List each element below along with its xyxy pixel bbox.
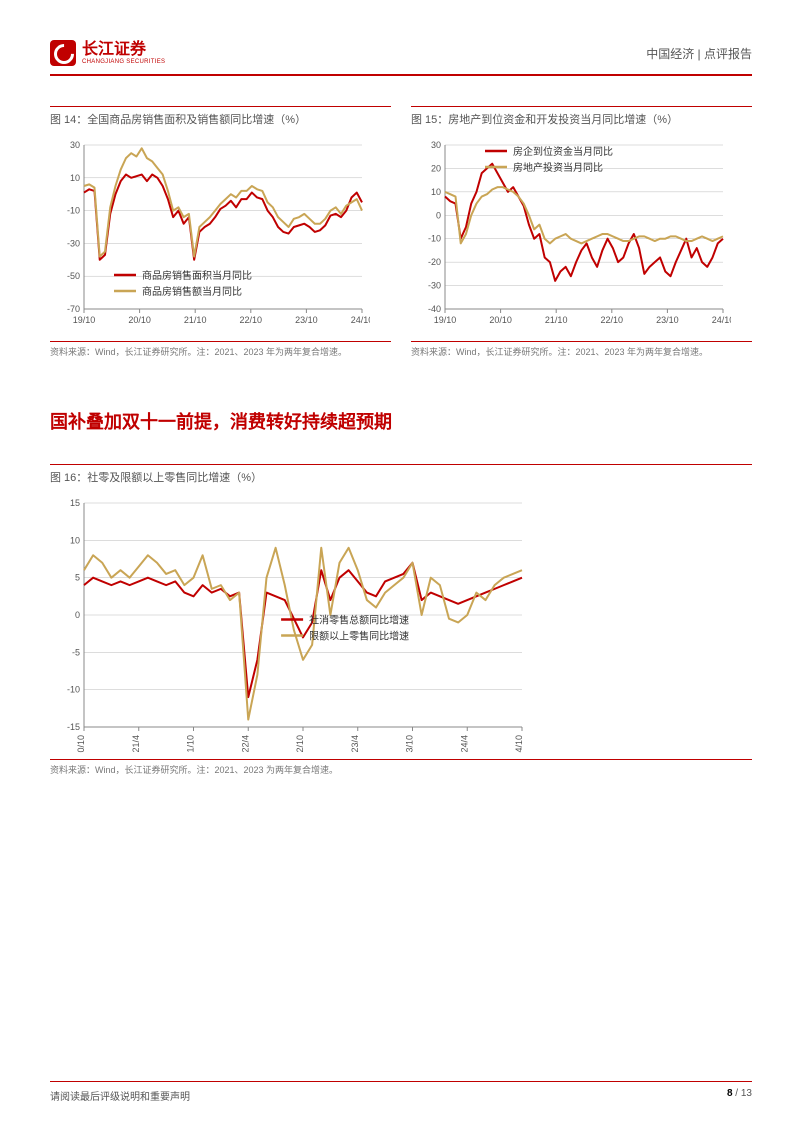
svg-text:-50: -50 — [67, 271, 80, 281]
chart-15-canvas: -40 -30 -20 -10 0 10 20 30 19/10 20/10 21/10 22/10 2… — [411, 135, 752, 335]
logo-text-cn: 长江证券 — [82, 41, 165, 59]
svg-text:20/10: 20/10 — [128, 315, 151, 325]
footer: 请阅读最后评级说明和重要声明 8 / 13 — [50, 1081, 752, 1103]
svg-text:19/10: 19/10 — [73, 315, 96, 325]
chart-14-title: 图 14：全国商品房销售面积及销售额同比增速（%） — [50, 106, 391, 127]
svg-text:24/10: 24/10 — [712, 315, 731, 325]
footer-disclaimer: 请阅读最后评级说明和重要声明 — [50, 1088, 190, 1103]
svg-text:21/10: 21/10 — [186, 735, 196, 753]
svg-text:商品房销售面积当月同比: 商品房销售面积当月同比 — [142, 269, 252, 282]
svg-text:0: 0 — [75, 610, 80, 620]
svg-text:房企到位资金当月同比: 房企到位资金当月同比 — [513, 145, 613, 158]
chart-14-canvas: -70 -50 -30 -10 10 30 19/10 20/10 21/10 22/10 23/1… — [50, 135, 391, 335]
svg-text:22/10: 22/10 — [601, 315, 624, 325]
svg-text:-10: -10 — [67, 685, 80, 695]
svg-text:22/10: 22/10 — [295, 735, 305, 753]
svg-text:22/10: 22/10 — [240, 315, 263, 325]
chart-15: 图 15：房地产到位资金和开发投资当月同比增速（%） -40 -30 -20 -10 0… — [411, 106, 752, 358]
svg-text:10: 10 — [70, 535, 80, 545]
svg-text:23/10: 23/10 — [656, 315, 679, 325]
chart-14-source: 资料来源：Wind，长江证券研究所。注：2021、2023 年为两年复合增速。 — [50, 341, 391, 358]
svg-text:30: 30 — [70, 140, 80, 150]
svg-text:21/10: 21/10 — [545, 315, 568, 325]
svg-text:21/4: 21/4 — [131, 735, 141, 753]
logo-icon — [50, 40, 76, 66]
logo: 长江证券 CHANGJIANG SECURITIES — [50, 40, 165, 66]
logo-text-en: CHANGJIANG SECURITIES — [82, 59, 165, 66]
svg-text:30: 30 — [431, 140, 441, 150]
svg-text:20: 20 — [431, 163, 441, 173]
chart-15-title: 图 15：房地产到位资金和开发投资当月同比增速（%） — [411, 106, 752, 127]
svg-text:23/10: 23/10 — [295, 315, 318, 325]
svg-text:20/10: 20/10 — [76, 735, 86, 753]
svg-text:-5: -5 — [72, 647, 80, 657]
svg-text:商品房销售额当月同比: 商品房销售额当月同比 — [142, 285, 242, 298]
svg-text:10: 10 — [431, 187, 441, 197]
svg-text:21/10: 21/10 — [184, 315, 207, 325]
chart-16: 图 16：社零及限额以上零售同比增速（%） -15 -10 -5 0 5 10 15 20/1… — [50, 464, 752, 1081]
svg-text:-30: -30 — [67, 238, 80, 248]
chart-16-canvas: -15 -10 -5 0 5 10 15 20/10 21/4 21/10 22/4 22/10 23/… — [50, 493, 530, 753]
svg-text:15: 15 — [70, 498, 80, 508]
svg-text:-10: -10 — [67, 206, 80, 216]
svg-text:-10: -10 — [428, 234, 441, 244]
header: 长江证券 CHANGJIANG SECURITIES 中国经济 | 点评报告 — [50, 40, 752, 76]
svg-text:0: 0 — [436, 210, 441, 220]
svg-text:24/4: 24/4 — [459, 735, 469, 753]
svg-text:24/10: 24/10 — [351, 315, 370, 325]
section-heading: 国补叠加双十一前提，消费转好持续超预期 — [50, 408, 752, 434]
svg-text:-15: -15 — [67, 722, 80, 732]
svg-text:限额以上零售同比增速: 限额以上零售同比增速 — [309, 629, 409, 642]
svg-text:-40: -40 — [428, 304, 441, 314]
svg-text:23/4: 23/4 — [350, 735, 360, 753]
svg-text:-70: -70 — [67, 304, 80, 314]
chart-15-source: 资料来源：Wind，长江证券研究所。注：2021、2023 年为两年复合增速。 — [411, 341, 752, 358]
svg-text:-30: -30 — [428, 281, 441, 291]
svg-text:社消零售总额同比增速: 社消零售总额同比增速 — [309, 613, 409, 626]
header-category: 中国经济 | 点评报告 — [646, 45, 752, 62]
chart-16-title: 图 16：社零及限额以上零售同比增速（%） — [50, 464, 752, 485]
page-number: 8 / 13 — [727, 1088, 752, 1103]
svg-text:24/10: 24/10 — [514, 735, 524, 753]
svg-text:20/10: 20/10 — [489, 315, 512, 325]
svg-text:19/10: 19/10 — [434, 315, 457, 325]
svg-text:23/10: 23/10 — [405, 735, 415, 753]
svg-text:22/4: 22/4 — [240, 735, 250, 753]
chart-16-source: 资料来源：Wind，长江证券研究所。注：2021、2023 为两年复合增速。 — [50, 759, 752, 776]
svg-text:房地产投资当月同比: 房地产投资当月同比 — [513, 161, 603, 174]
svg-text:10: 10 — [70, 173, 80, 183]
svg-text:-20: -20 — [428, 257, 441, 267]
chart-14: 图 14：全国商品房销售面积及销售额同比增速（%） -70 -50 -30 -10 10… — [50, 106, 391, 358]
svg-text:5: 5 — [75, 573, 80, 583]
